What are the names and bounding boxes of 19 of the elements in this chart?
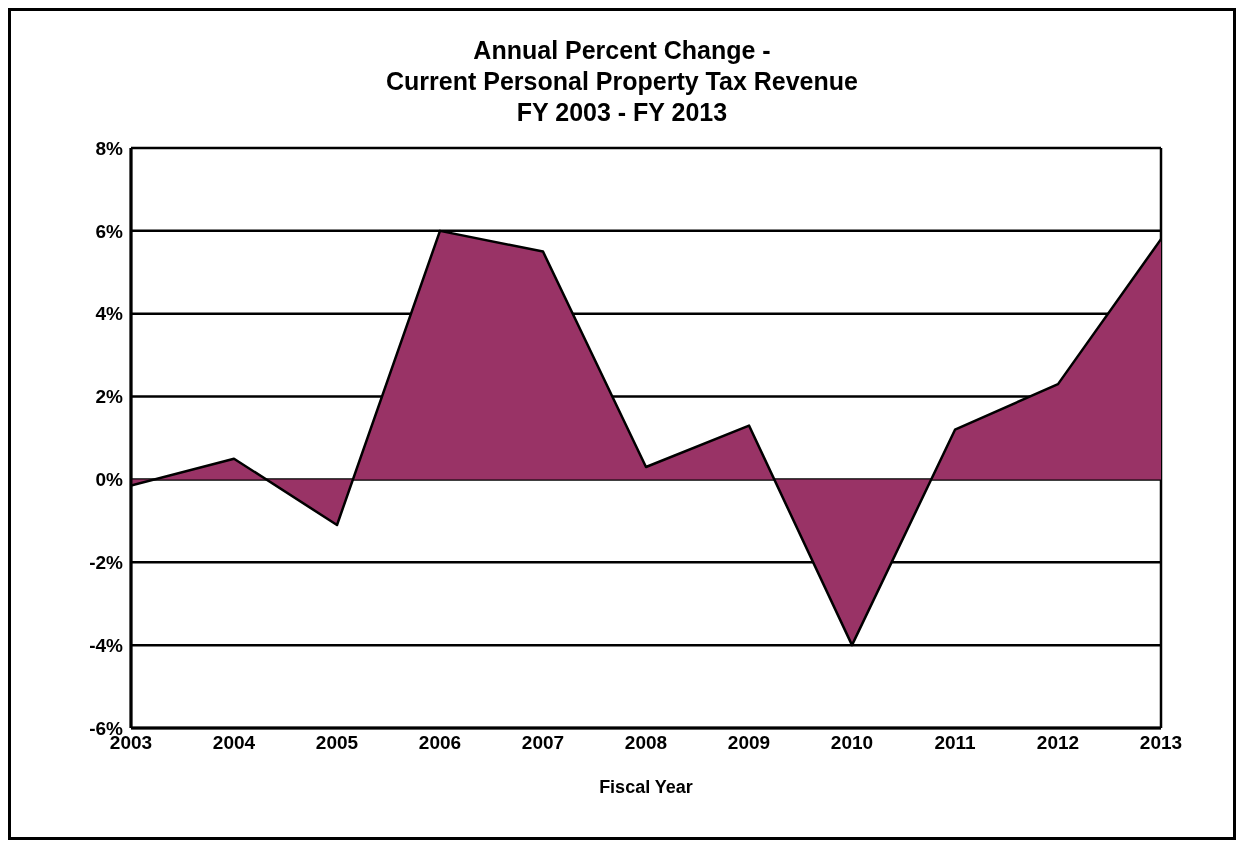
x-tick-label: 2005	[315, 732, 359, 754]
x-tick-label: 2006	[418, 732, 462, 754]
y-tick-label: -2%	[89, 552, 124, 574]
y-tick-label: 8%	[95, 137, 124, 159]
x-tick-label: 2010	[830, 732, 874, 754]
y-tick-label: 6%	[95, 220, 124, 242]
x-tick-label: 2013	[1139, 732, 1183, 754]
x-tick-label: 2007	[521, 732, 565, 754]
x-tick-label: 2011	[934, 732, 977, 754]
x-tick-label: 2004	[212, 732, 256, 754]
x-tick-label: 2009	[727, 732, 771, 754]
y-tick-label: 2%	[95, 386, 124, 408]
y-tick-label: 4%	[95, 303, 124, 325]
x-tick-label: 2012	[1036, 732, 1080, 754]
y-tick-label: 0%	[95, 469, 124, 491]
x-tick-label: 2008	[624, 732, 668, 754]
chart-title: Annual Percent Change - Current Personal Property Tax Revenue FY 2003 - FY 2013	[385, 35, 859, 128]
y-tick-label: -4%	[89, 634, 124, 656]
x-axis-title: Fiscal Year	[599, 777, 693, 797]
